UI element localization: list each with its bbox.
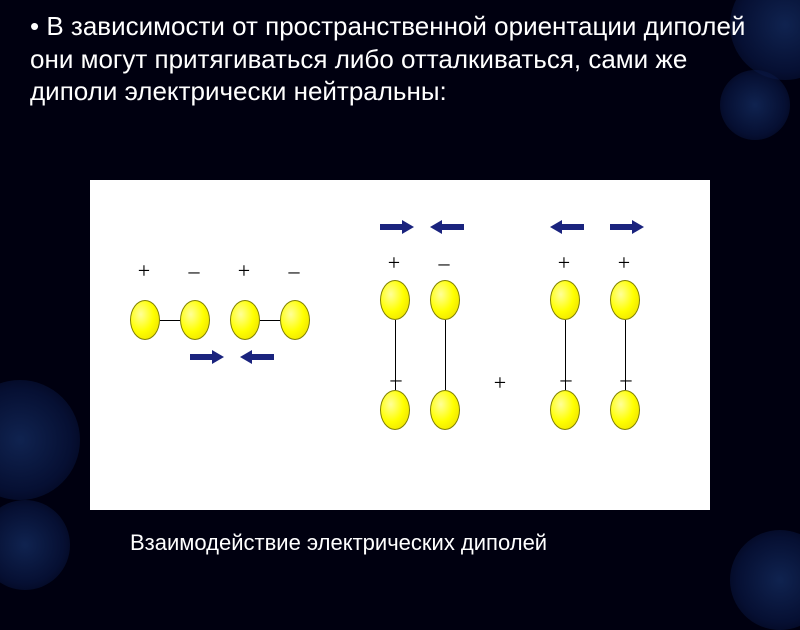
dipole-diagram: + – + – + – – + + – + – xyxy=(90,180,710,510)
plus-sign: + xyxy=(134,258,154,284)
arrow-right-icon xyxy=(190,350,224,364)
dipole-charge xyxy=(380,390,410,430)
dipole-bond xyxy=(445,320,446,390)
dipole-charge xyxy=(610,390,640,430)
plus-sign: + xyxy=(384,250,404,276)
dipole-charge xyxy=(280,300,310,340)
arrow-left-icon xyxy=(240,350,274,364)
slide-title: В зависимости от пространственной ориент… xyxy=(30,10,770,108)
dipole-charge xyxy=(130,300,160,340)
minus-sign: – xyxy=(556,366,576,392)
dipole-charge xyxy=(430,390,460,430)
minus-sign: – xyxy=(386,366,406,392)
dipole-charge xyxy=(550,280,580,320)
dipole-charge xyxy=(610,280,640,320)
plus-sign: + xyxy=(234,258,254,284)
arrow-left-icon xyxy=(430,220,464,234)
dipole-bond xyxy=(260,320,280,321)
dipole-charge xyxy=(380,280,410,320)
arrow-left-icon xyxy=(550,220,584,234)
minus-sign: – xyxy=(434,250,454,276)
diagram-caption: Взаимодействие электрических диполей xyxy=(130,530,547,556)
decorative-orb xyxy=(0,500,70,590)
decorative-orb xyxy=(0,380,80,500)
plus-sign: + xyxy=(614,250,634,276)
dipole-charge xyxy=(430,280,460,320)
minus-sign: – xyxy=(184,258,204,284)
minus-sign: – xyxy=(284,258,304,284)
arrow-right-icon xyxy=(610,220,644,234)
dipole-bond xyxy=(160,320,180,321)
dipole-charge xyxy=(180,300,210,340)
arrow-right-icon xyxy=(380,220,414,234)
plus-sign: + xyxy=(490,370,510,396)
dipole-charge xyxy=(550,390,580,430)
decorative-orb xyxy=(730,530,800,630)
minus-sign: – xyxy=(616,366,636,392)
plus-sign: + xyxy=(554,250,574,276)
dipole-charge xyxy=(230,300,260,340)
